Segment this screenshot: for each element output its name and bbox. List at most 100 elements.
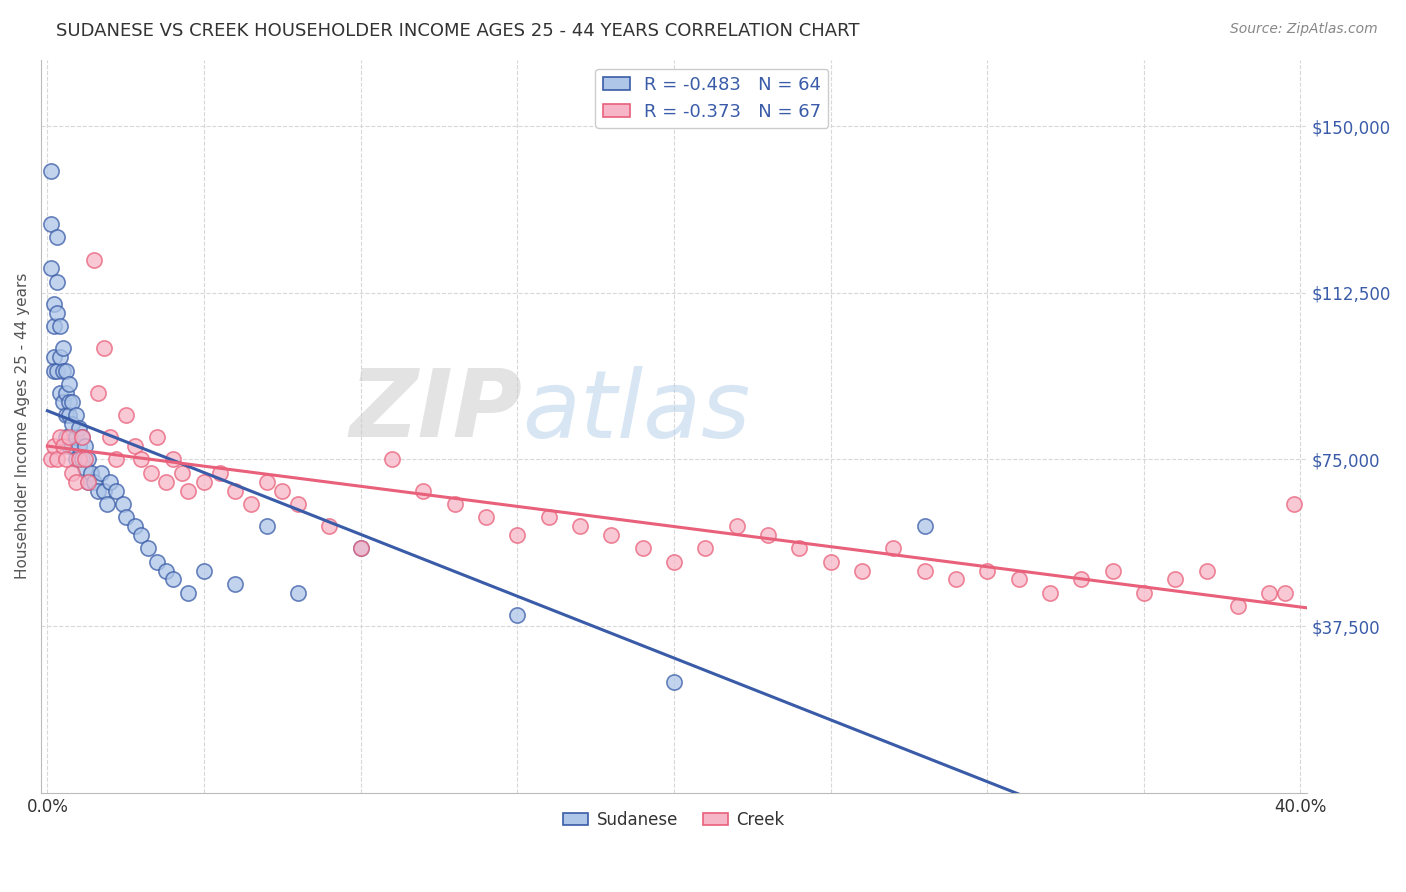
Point: [271, 483, 294, 498]
Point: [105, 452, 128, 467]
Point: [662, 555, 685, 569]
Point: [73, 461, 96, 475]
Point: [65, 475, 87, 489]
Point: [39, 261, 62, 276]
Point: [1039, 585, 1062, 599]
Point: [90, 466, 112, 480]
Point: [45, 230, 67, 244]
Point: [136, 541, 159, 556]
Point: [506, 607, 529, 622]
Point: [55, 430, 77, 444]
Point: [62, 417, 84, 431]
Point: [537, 510, 560, 524]
Point: [256, 519, 278, 533]
Point: [67, 452, 90, 467]
Point: [77, 475, 100, 489]
Point: [139, 466, 162, 480]
Point: [73, 452, 96, 467]
Point: [52, 363, 75, 377]
Point: [42, 363, 65, 377]
Point: [350, 541, 373, 556]
Point: [725, 519, 748, 533]
Point: [96, 497, 118, 511]
Point: [155, 475, 177, 489]
Point: [193, 475, 215, 489]
Point: [70, 430, 93, 444]
Point: [65, 430, 87, 444]
Point: [62, 466, 84, 480]
Point: [114, 408, 136, 422]
Point: [1226, 599, 1249, 613]
Point: [49, 351, 72, 365]
Text: SUDANESE VS CREEK HOUSEHOLDER INCOME AGES 25 - 44 YEARS CORRELATION CHART: SUDANESE VS CREEK HOUSEHOLDER INCOME AGE…: [56, 22, 859, 40]
Point: [58, 439, 80, 453]
Point: [695, 541, 717, 556]
Point: [98, 475, 121, 489]
Point: [318, 519, 340, 533]
Point: [600, 528, 623, 542]
Point: [756, 528, 779, 542]
Point: [1274, 585, 1296, 599]
Point: [49, 430, 72, 444]
Legend: Sudanese, Creek: Sudanese, Creek: [557, 805, 792, 836]
Point: [111, 497, 134, 511]
Point: [1070, 573, 1092, 587]
Point: [105, 483, 128, 498]
Point: [914, 564, 936, 578]
Point: [93, 483, 115, 498]
Point: [1284, 497, 1306, 511]
Point: [1258, 585, 1281, 599]
Point: [787, 541, 810, 556]
Point: [1007, 573, 1029, 587]
Point: [80, 466, 103, 480]
Point: [124, 439, 146, 453]
Point: [155, 564, 177, 578]
Point: [820, 555, 842, 569]
Point: [58, 376, 80, 391]
Point: [172, 466, 194, 480]
Point: [86, 483, 108, 498]
Point: [412, 483, 434, 498]
Point: [208, 466, 231, 480]
Point: [58, 394, 80, 409]
Point: [882, 541, 904, 556]
Point: [240, 497, 263, 511]
Point: [65, 408, 87, 422]
Point: [131, 452, 153, 467]
Point: [851, 564, 873, 578]
Point: [45, 452, 67, 467]
Point: [49, 319, 72, 334]
Point: [662, 674, 685, 689]
Point: [55, 408, 77, 422]
Point: [52, 342, 75, 356]
Point: [45, 275, 67, 289]
Point: [124, 519, 146, 533]
Point: [224, 577, 246, 591]
Point: [146, 430, 169, 444]
Point: [350, 541, 373, 556]
Point: [39, 163, 62, 178]
Point: [945, 573, 967, 587]
Point: [1101, 564, 1123, 578]
Point: [55, 385, 77, 400]
Point: [287, 585, 309, 599]
Point: [62, 394, 84, 409]
Point: [45, 306, 67, 320]
Point: [67, 421, 90, 435]
Point: [1195, 564, 1218, 578]
Point: [83, 475, 105, 489]
Point: [1133, 585, 1156, 599]
Point: [55, 452, 77, 467]
Point: [177, 585, 200, 599]
Point: [65, 452, 87, 467]
Point: [256, 475, 278, 489]
Point: [162, 573, 184, 587]
Point: [58, 408, 80, 422]
Text: ZIP: ZIP: [349, 366, 522, 458]
Text: Source: ZipAtlas.com: Source: ZipAtlas.com: [1230, 22, 1378, 37]
Point: [42, 319, 65, 334]
Y-axis label: Householder Income Ages 25 - 44 years: Householder Income Ages 25 - 44 years: [15, 273, 30, 579]
Point: [70, 452, 93, 467]
Point: [39, 452, 62, 467]
Point: [914, 519, 936, 533]
